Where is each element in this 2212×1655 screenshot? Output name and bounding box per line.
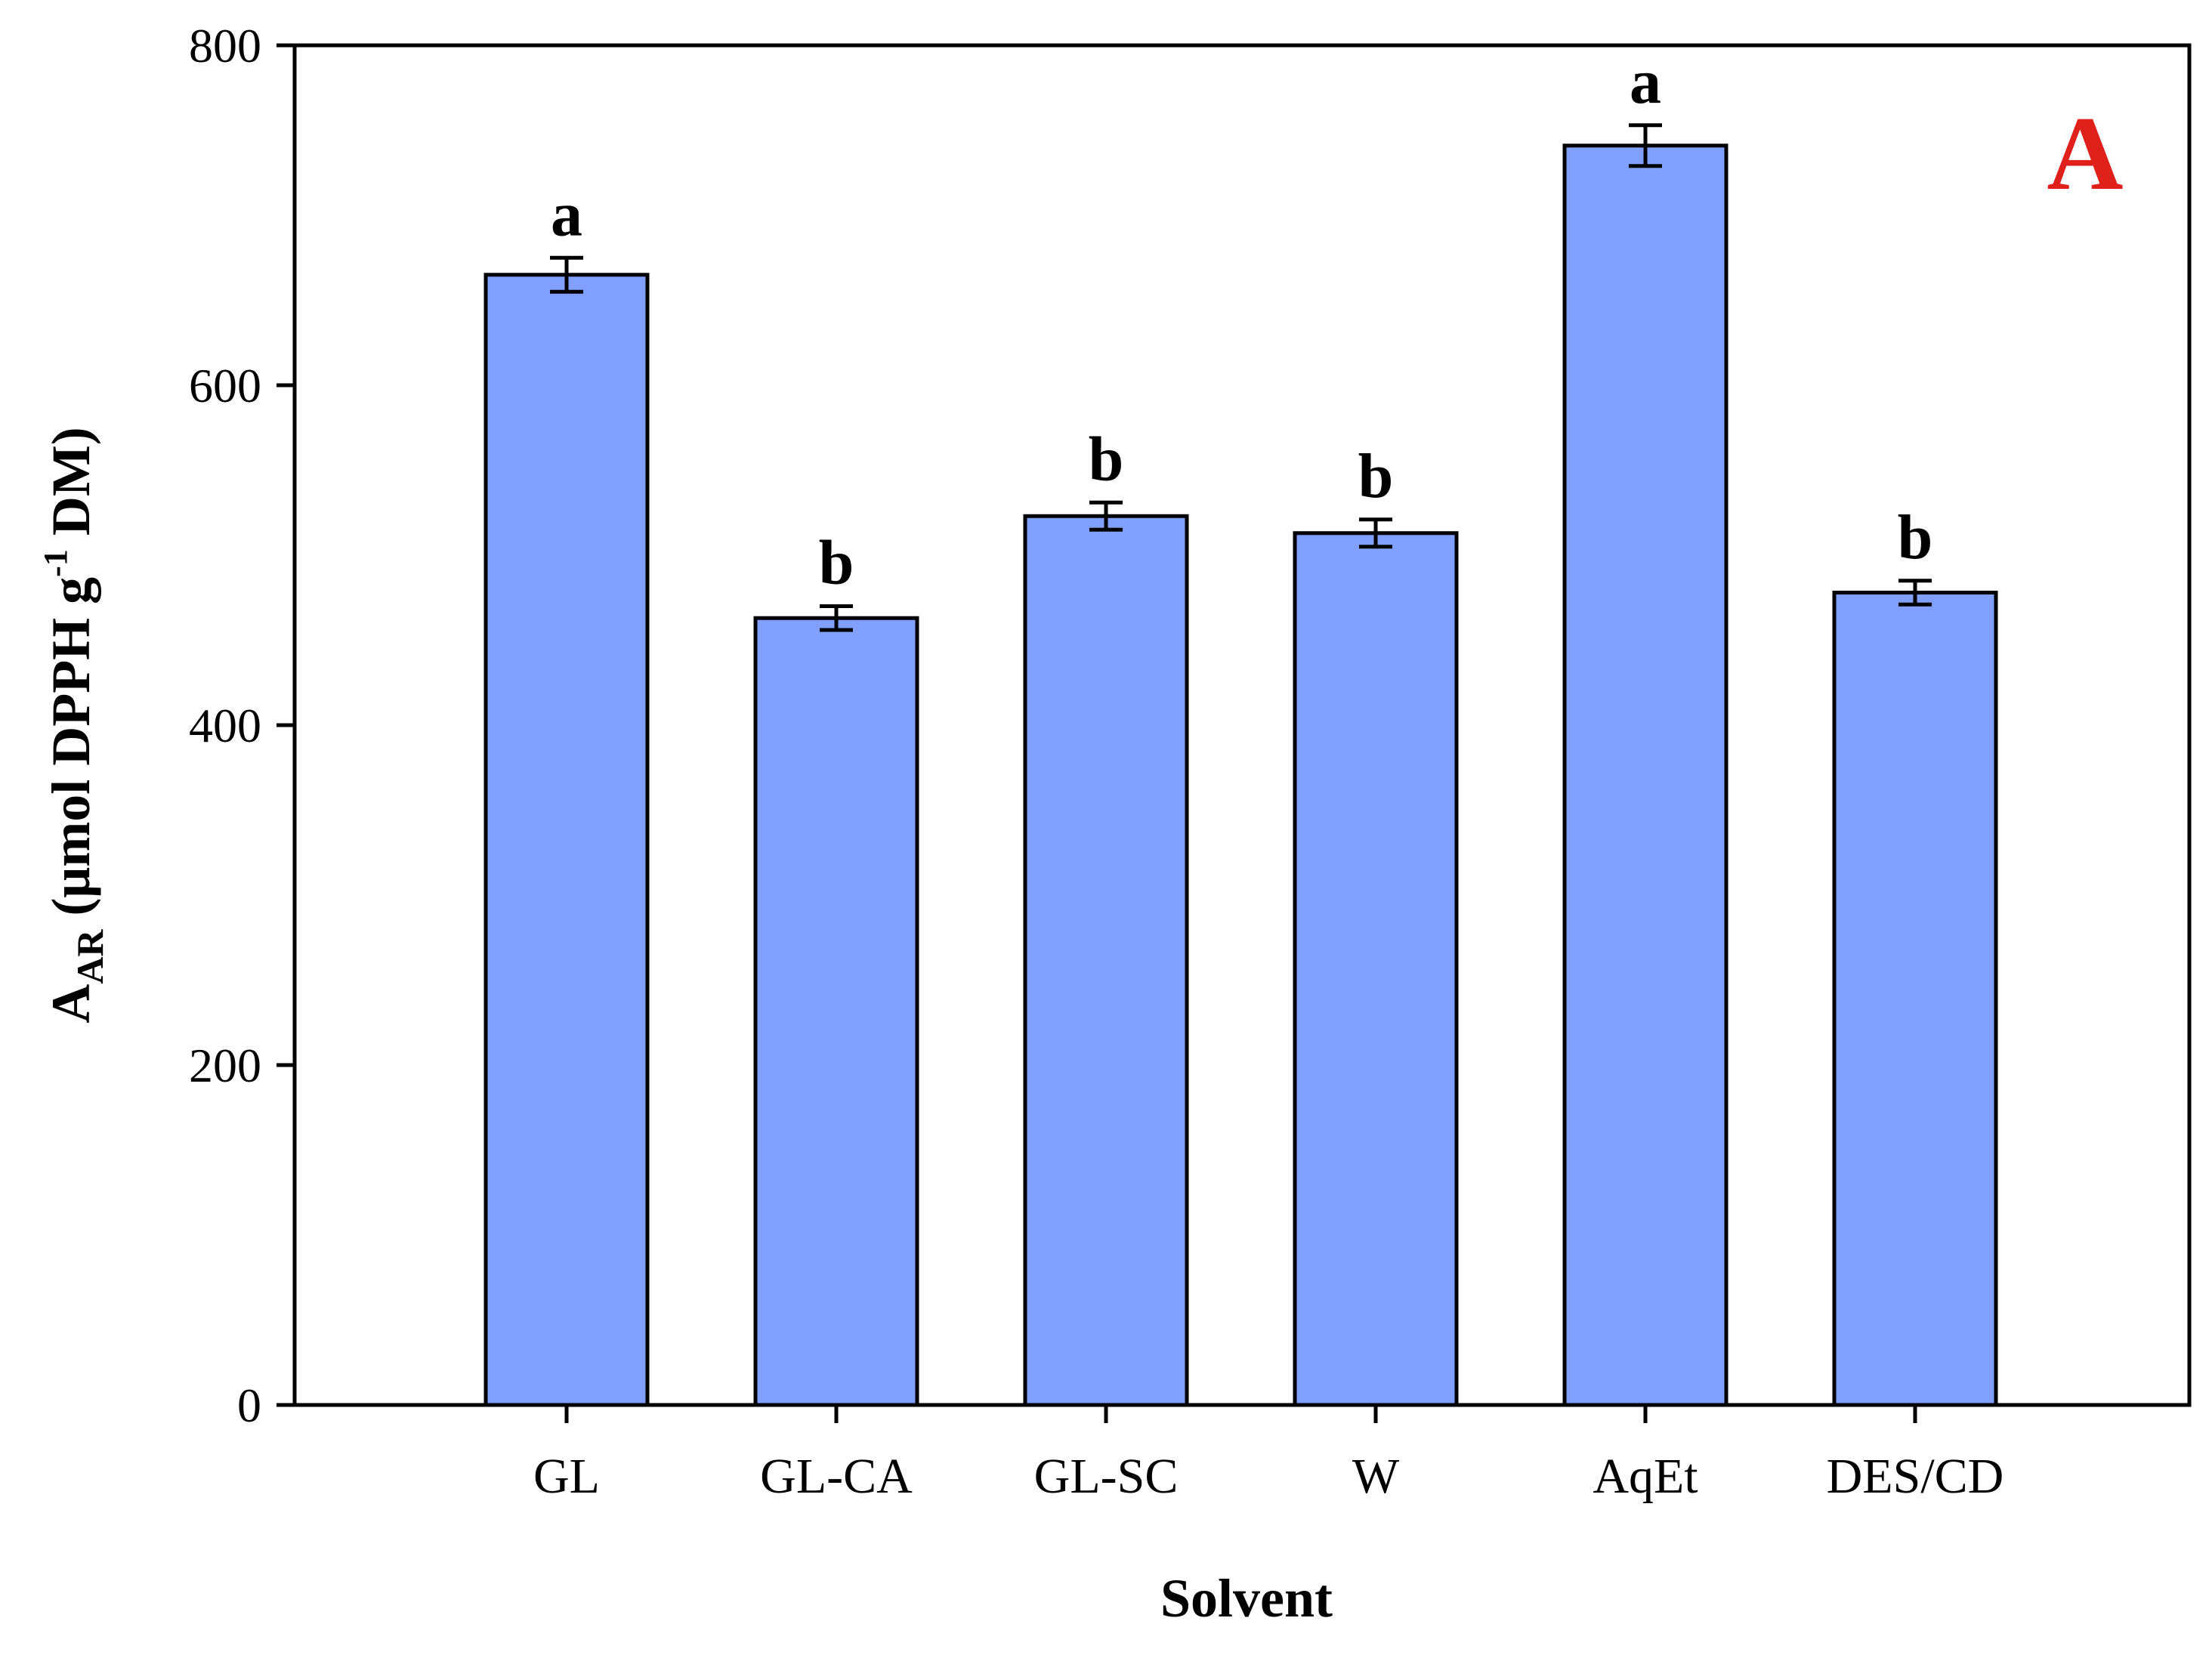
- bar-w: [1293, 531, 1459, 1407]
- significance-letter: a: [551, 179, 582, 249]
- significance-letter: a: [1630, 47, 1661, 117]
- bar-gl-ca: [753, 616, 919, 1407]
- y-tick-label: 600: [189, 359, 261, 412]
- error-bars-layer: [550, 123, 1932, 632]
- y-axis-title-subscript: AR: [69, 929, 111, 984]
- bar-des-cd: [1832, 591, 1998, 1407]
- y-tick-label: 200: [189, 1039, 261, 1092]
- x-tick-label: W: [1352, 1449, 1400, 1504]
- bars-layer: [483, 144, 1998, 1407]
- significance-letter: b: [1898, 502, 1933, 573]
- significance-labels: a b b b a b: [551, 47, 1932, 598]
- significance-letter: b: [819, 528, 854, 598]
- y-tick-label: 0: [237, 1379, 261, 1432]
- x-axis-title: Solvent: [1160, 1568, 1333, 1629]
- y-axis-title-unit-end: DM): [41, 427, 101, 549]
- significance-letter: b: [1358, 441, 1394, 511]
- y-tick-label: 800: [189, 19, 261, 73]
- x-tick-label: DES/CD: [1827, 1449, 2004, 1504]
- y-axis-title: AAR (μmol DPPH g-1 DM): [37, 427, 111, 1024]
- y-tick-label: 400: [189, 699, 261, 752]
- x-tick-label: GL: [533, 1449, 600, 1504]
- bar-gl-sc: [1023, 514, 1189, 1407]
- x-tick-label: AqEt: [1593, 1449, 1698, 1504]
- y-axis-title-unit-start: (μmol DPPH g: [41, 577, 101, 930]
- significance-letter: b: [1089, 424, 1124, 494]
- bar-gl: [483, 273, 650, 1407]
- bar-aqet: [1562, 144, 1729, 1407]
- y-axis-title-superscript: -1: [37, 549, 74, 577]
- y-axis-title-main: A: [41, 984, 101, 1024]
- x-tick-label: GL-CA: [760, 1449, 913, 1504]
- x-tick-label: GL-SC: [1034, 1449, 1179, 1504]
- y-axis-ticks: 0 200 400 600 800: [189, 19, 295, 1432]
- panel-letter: A: [2047, 95, 2123, 212]
- x-axis-ticks: GL GL-CA GL-SC W AqEt DES/CD: [533, 1405, 2003, 1504]
